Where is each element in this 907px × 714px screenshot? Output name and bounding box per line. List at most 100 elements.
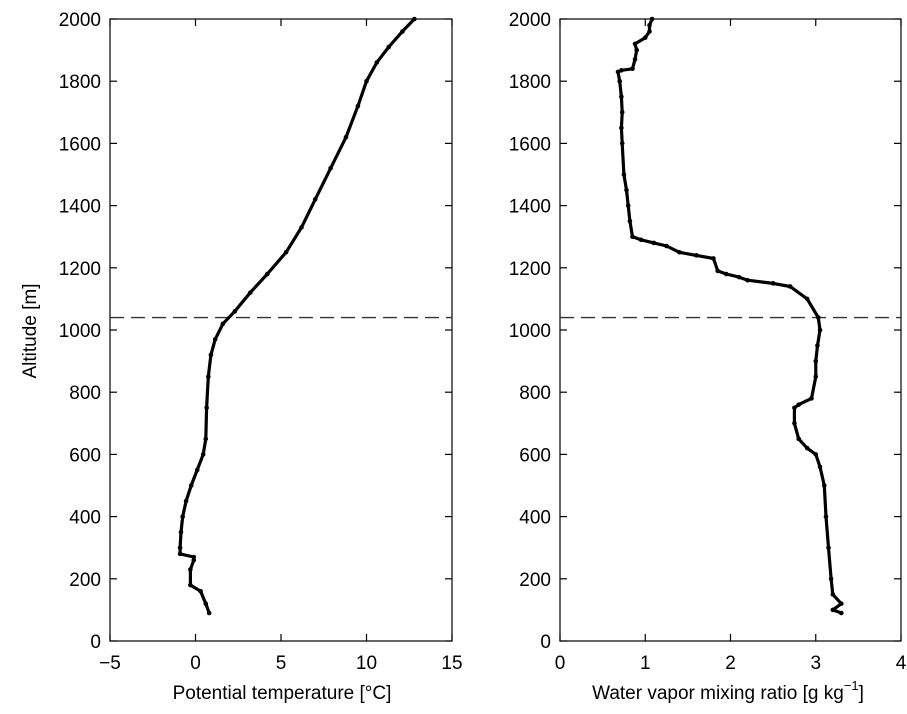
temperature-data-point (180, 514, 185, 519)
water-vapor-data-point (638, 237, 644, 243)
x-tick-label: 10 (356, 653, 377, 674)
x-tick-label: 2 (725, 653, 736, 674)
water-vapor-data-point (647, 22, 652, 28)
water-vapor-data-point (828, 576, 834, 582)
water-vapor-data-point (617, 78, 622, 84)
x-tick-label: 4 (896, 653, 907, 674)
water-vapor-data-point (664, 243, 669, 249)
temperature-data-point (177, 551, 183, 557)
temperature-data-point (191, 554, 197, 560)
water-vapor-data-point (823, 514, 829, 519)
y-tick-label: 0 (90, 632, 101, 653)
water-vapor-data-point (813, 374, 819, 379)
x-tick-label: −5 (99, 653, 121, 674)
water-vapor-data-point (723, 271, 729, 277)
water-vapor-data-point (627, 218, 633, 224)
y-tick-label: 1600 (509, 134, 551, 155)
water-vapor-data-point (619, 68, 624, 73)
water-vapor-plot-frame (559, 18, 902, 642)
temperature-data-point (200, 452, 206, 457)
water-vapor-plot-body: 0 1 2 3 4 0 200 400 600 800 1000 1200 1400 1600 1800 20… (509, 10, 907, 674)
water-vapor-data-point (821, 483, 827, 488)
water-vapor-data-point (632, 57, 638, 62)
y-tick-label: 800 (69, 383, 101, 404)
y-tick-label: 200 (519, 570, 551, 591)
water-vapor-data-point (826, 545, 831, 550)
temperature-data-point (188, 582, 193, 588)
water-vapor-data-point (804, 296, 810, 302)
water-vapor-data-point (804, 445, 810, 451)
y-axis-label-altitude: Altitude [m] (20, 283, 41, 378)
temperature-data-point (206, 610, 212, 616)
temperature-data-point (328, 165, 333, 171)
water-vapor-data-point (770, 281, 776, 286)
temperature-data-point (386, 44, 392, 50)
y-tick-label: 600 (519, 445, 551, 466)
temperature-data-point (220, 321, 226, 327)
y-tick-label: 2000 (59, 10, 101, 31)
water-vapor-data-point (651, 240, 657, 246)
y-tick-label: 1800 (59, 72, 101, 93)
temperature-data-point (232, 309, 238, 314)
temperature-data-point (400, 29, 405, 34)
y-tick-label: 1000 (509, 321, 551, 342)
water-vapor-data-point (630, 66, 635, 72)
temperature-data-point (299, 225, 304, 230)
y-tick-label: 800 (519, 383, 551, 404)
water-vapor-data-point (619, 141, 625, 146)
water-vapor-data-point (711, 256, 716, 261)
water-vapor-data-point (715, 268, 721, 274)
temperature-data-point (178, 529, 184, 535)
x-tick-label: 15 (441, 653, 462, 674)
water-vapor-data-point (694, 253, 699, 258)
y-tick-label: 2000 (509, 10, 551, 31)
water-vapor-data-point (621, 172, 627, 177)
x-axis-label-water-vapor: Water vapor mixing ratio [g kg−1] (592, 678, 864, 704)
water-vapor-data-point (817, 464, 823, 470)
temperature-data-point (188, 567, 193, 572)
y-tick-label: 200 (69, 570, 101, 591)
temperature-data-point (194, 467, 200, 473)
y-tick-label: 1400 (59, 197, 101, 218)
water-vapor-data-point (817, 327, 823, 333)
temperature-data-point (355, 103, 361, 109)
water-vapor-data-point (813, 358, 819, 364)
temperature-data-point (343, 134, 349, 140)
y-tick-label: 1600 (59, 134, 101, 155)
water-vapor-data-point (796, 436, 801, 442)
water-vapor-data-point (792, 405, 797, 411)
water-vapor-data-point (830, 607, 836, 613)
temperature-data-point (203, 601, 209, 606)
temperature-data-point (265, 271, 270, 277)
water-vapor-data-point (647, 29, 652, 34)
water-vapor-data-point (619, 110, 625, 115)
temperature-data-point (412, 16, 417, 22)
water-vapor-data-point (634, 47, 640, 53)
water-vapor-data-point (736, 274, 742, 280)
x-tick-label: 5 (276, 653, 287, 674)
water-vapor-data-point (830, 592, 836, 597)
water-vapor-data-point (839, 610, 844, 616)
temperature-data-point (283, 249, 289, 255)
temperature-profile-panel: −5 0 5 10 1502004006008001000120014001600180… (20, 10, 463, 704)
y-tick-label: 0 (540, 632, 551, 653)
water-vapor-data-point (813, 452, 819, 457)
temperature-plot-frame (109, 18, 453, 642)
water-vapor-data-point (624, 187, 629, 193)
x-axis-label-water-vapor-main: Water vapor mixing ratio [g kg (592, 683, 844, 704)
y-tick-label: 1000 (59, 321, 101, 342)
temperature-data-point (203, 436, 209, 442)
x-axis-label-water-vapor-exponent: −1 (844, 678, 859, 693)
water-vapor-data-point (839, 601, 844, 606)
water-vapor-profile-line (616, 17, 843, 615)
water-vapor-profile-panel: 0 1 2 3 4 0 200 400 600 800 1000 1200 1400 1600 1800 20… (509, 10, 907, 704)
x-axis-label-temperature: Potential temperature [°C] (173, 683, 392, 704)
temperature-data-point (364, 78, 369, 84)
temperature-data-point (204, 405, 209, 411)
x-tick-label: 3 (810, 653, 821, 674)
water-vapor-data-point (619, 94, 624, 100)
water-vapor-data-point (745, 277, 750, 283)
water-vapor-data-point (619, 125, 624, 131)
y-tick-label: 1200 (59, 259, 101, 280)
water-vapor-data-point (649, 16, 655, 22)
